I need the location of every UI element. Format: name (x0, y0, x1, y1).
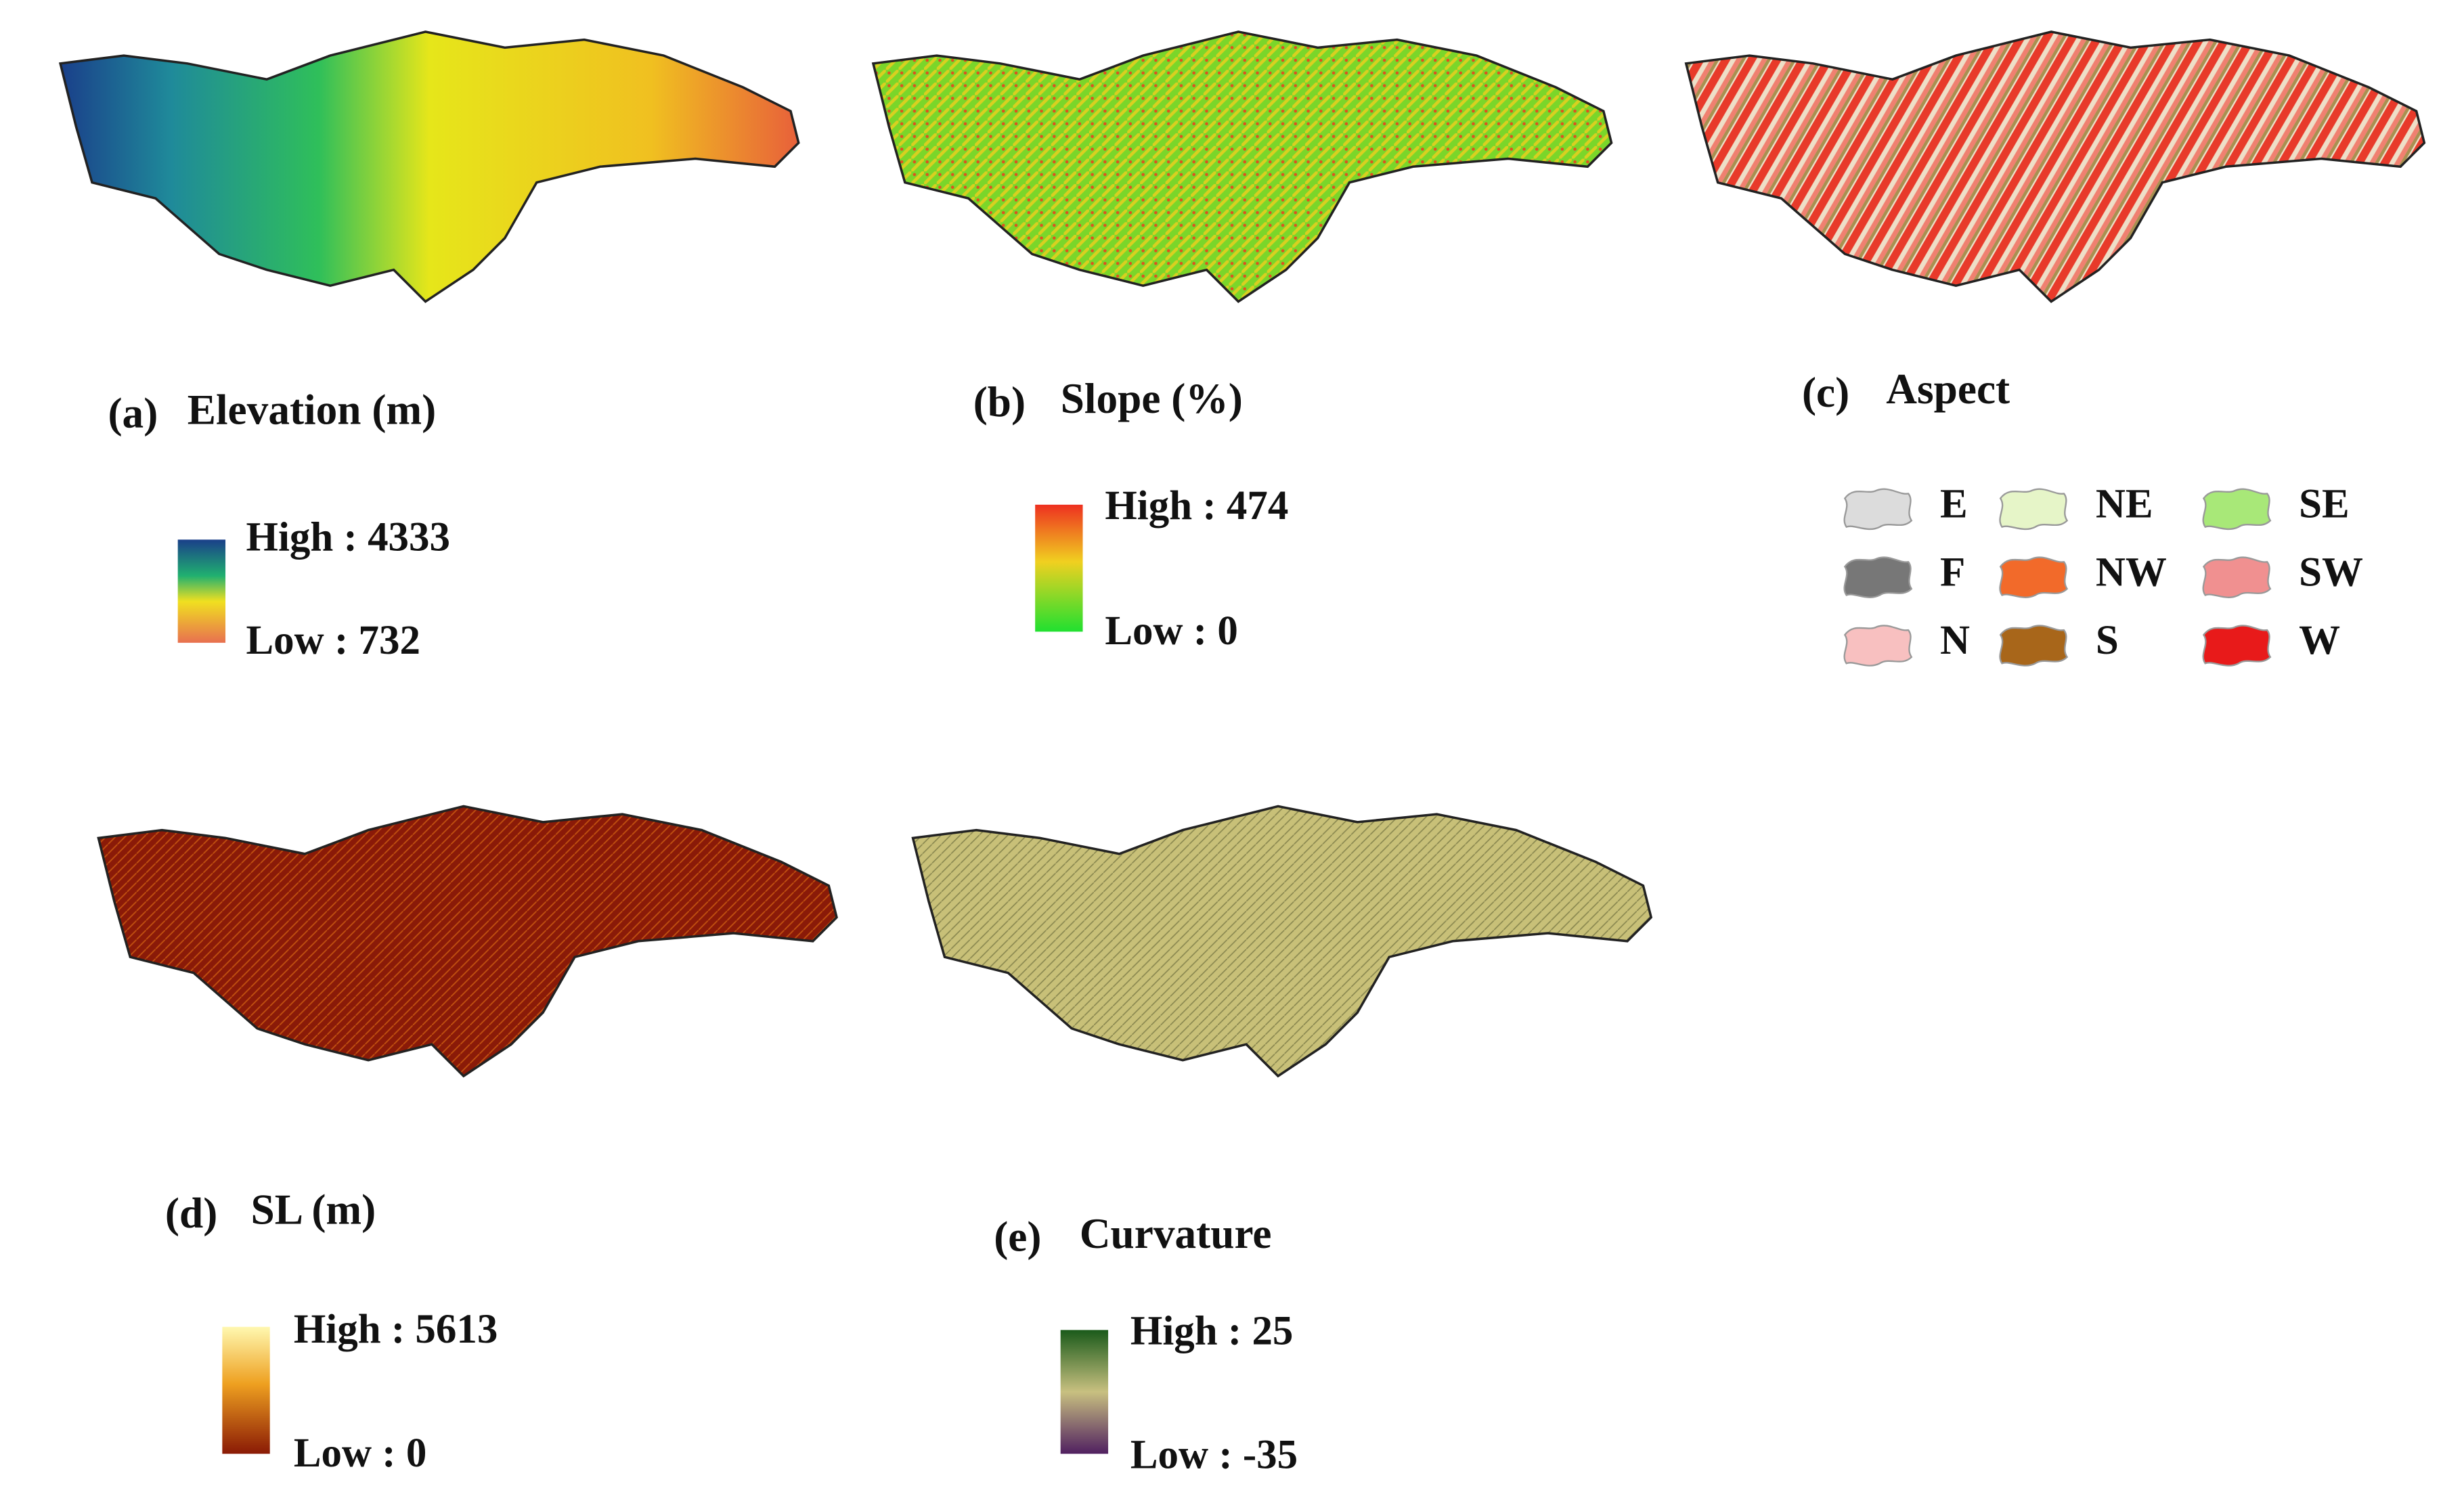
panel-title: Slope (%) (1061, 375, 1243, 422)
aspect-label: W (2299, 618, 2340, 663)
panel-label: (b) (973, 378, 1026, 426)
aspect-label: SE (2299, 481, 2350, 526)
panel-label: (a) (108, 389, 158, 436)
legend-low: Low : 0 (1105, 608, 1237, 654)
watershed-map (911, 805, 1652, 1077)
panel-label: (d) (165, 1189, 217, 1236)
legend-low: Low : -35 (1130, 1432, 1298, 1477)
legend-high: High : 474 (1105, 483, 1288, 529)
aspect-label: N (1940, 618, 1970, 663)
legend-colorbar (1060, 1330, 1109, 1454)
panel-title: Curvature (1080, 1210, 1272, 1257)
aspect-swatch (1999, 556, 2068, 598)
legend-colorbar (177, 539, 226, 643)
panel-title: SL (m) (251, 1186, 376, 1234)
panel-label: (e) (994, 1213, 1041, 1261)
aspect-swatch (1843, 556, 1912, 598)
panel-label: (c) (1802, 369, 1849, 416)
aspect-label: F (1940, 549, 1965, 595)
aspect-swatch (1999, 488, 2068, 531)
watershed-map (1685, 30, 2426, 303)
watershed-map (59, 30, 800, 303)
aspect-label: NW (2096, 549, 2167, 595)
panel-title: Elevation (m) (188, 386, 437, 434)
panel-title: Aspect (1886, 365, 2010, 413)
legend-low: Low : 732 (246, 618, 420, 663)
aspect-label: E (1940, 481, 1968, 526)
legend-colorbar (222, 1326, 270, 1454)
aspect-label: NE (2096, 481, 2153, 526)
aspect-swatch (1843, 488, 1912, 531)
legend-high: High : 5613 (294, 1307, 498, 1352)
legend-colorbar (1035, 504, 1083, 632)
aspect-swatch (2202, 488, 2272, 531)
legend-low: Low : 0 (294, 1431, 426, 1476)
aspect-label: S (2096, 618, 2119, 663)
watershed-map (97, 805, 838, 1077)
legend-high: High : 4333 (246, 515, 450, 560)
aspect-swatch (1843, 625, 1912, 667)
aspect-label: SW (2299, 549, 2363, 595)
aspect-swatch (1999, 625, 2068, 667)
watershed-map (872, 30, 1613, 303)
legend-high: High : 25 (1130, 1308, 1294, 1353)
aspect-swatch (2202, 556, 2272, 598)
aspect-swatch (2202, 625, 2272, 667)
